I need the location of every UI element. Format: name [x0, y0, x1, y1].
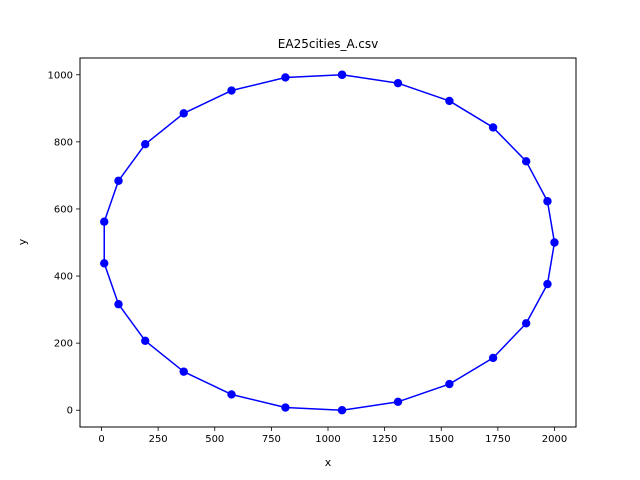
- y-tick-label: 800: [54, 137, 73, 148]
- x-tick-label: 250: [149, 434, 168, 445]
- x-axis: 0 250 500 750 1000 1250 1500 1750 2000: [98, 427, 567, 445]
- plot-area: [100, 70, 559, 415]
- y-axis: 0 200 400 600 800 1000: [48, 70, 80, 417]
- data-point-18: [100, 259, 109, 268]
- y-tick-label: 0: [67, 406, 73, 417]
- series-line: [103, 74, 556, 411]
- data-point-1: [393, 78, 403, 88]
- y-tick-label: 400: [54, 272, 73, 283]
- data-point-15: [179, 367, 188, 376]
- data-point-4: [521, 157, 531, 166]
- data-point-21: [141, 140, 150, 149]
- data-point-14: [227, 390, 236, 399]
- x-axis-label: x: [325, 456, 332, 469]
- data-point-9: [488, 353, 498, 363]
- data-point-10: [445, 379, 454, 389]
- data-point-22: [179, 109, 188, 118]
- data-point-19: [100, 217, 109, 226]
- data-point-11: [393, 397, 403, 407]
- data-point-5: [543, 197, 552, 206]
- x-tick-label: 750: [262, 434, 281, 445]
- data-point-8: [521, 319, 531, 328]
- x-tick-label: 1750: [485, 434, 510, 445]
- x-tick-label: 0: [98, 434, 104, 445]
- data-point-20: [114, 176, 123, 185]
- data-point-12: [337, 406, 347, 415]
- x-tick-label: 1000: [315, 434, 340, 445]
- x-tick-label: 2000: [542, 434, 567, 445]
- y-axis-label: y: [16, 238, 29, 245]
- data-point-13: [281, 403, 290, 412]
- y-tick-label: 1000: [48, 70, 73, 81]
- data-point-25: [337, 70, 347, 79]
- data-point-23: [227, 86, 236, 95]
- data-point-17: [114, 300, 123, 309]
- y-tick-label: 200: [54, 339, 73, 350]
- x-tick-label: 1500: [429, 434, 454, 445]
- chart-title: EA25cities_A.csv: [278, 37, 378, 51]
- data-point-7: [543, 279, 552, 289]
- data-point-2: [445, 96, 454, 106]
- y-tick-label: 600: [54, 204, 73, 215]
- data-point-6: [550, 238, 559, 247]
- data-point-24: [281, 73, 290, 82]
- x-tick-label: 1250: [372, 434, 397, 445]
- x-tick-label: 500: [205, 434, 224, 445]
- data-point-16: [141, 336, 150, 345]
- data-point-3: [488, 123, 498, 132]
